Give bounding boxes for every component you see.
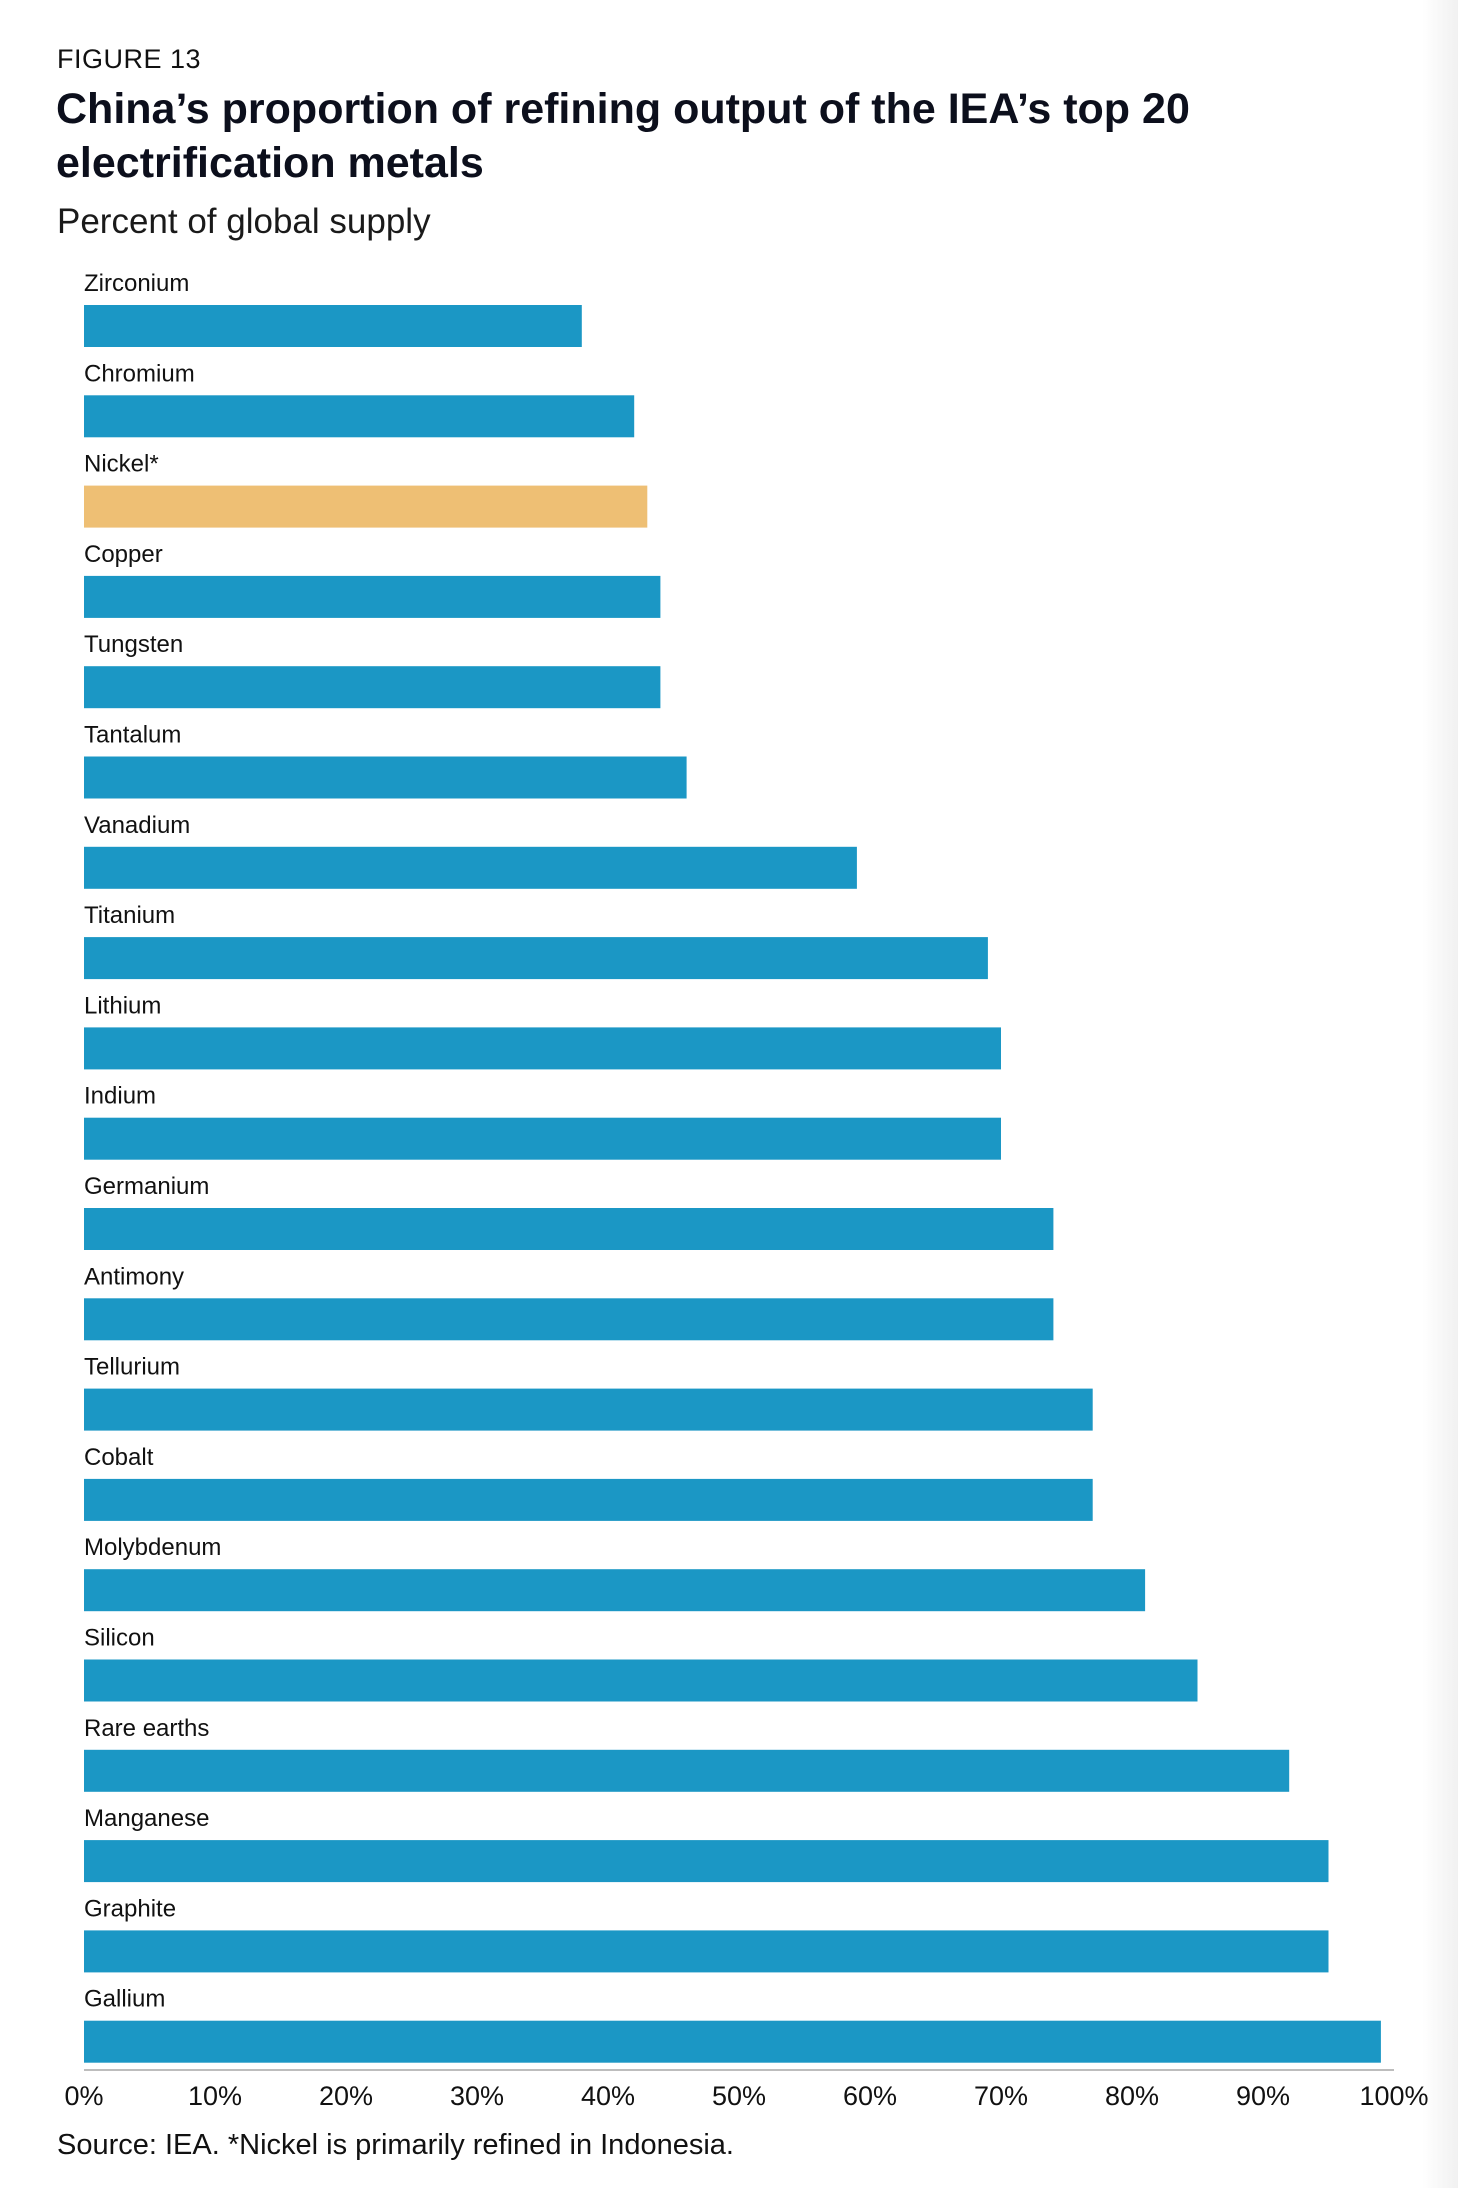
- bar-zirconium: [84, 305, 582, 347]
- category-label-manganese: Manganese: [84, 1805, 209, 1832]
- category-label-nickel: Nickel*: [84, 451, 159, 478]
- bar-germanium: [84, 1208, 1054, 1250]
- category-label-cobalt: Cobalt: [84, 1444, 154, 1471]
- category-label-tantalum: Tantalum: [84, 722, 181, 749]
- category-label-vanadium: Vanadium: [84, 812, 190, 839]
- chart-subtitle: Percent of global supply: [57, 202, 431, 241]
- x-tick-label-50: 50%: [712, 2081, 766, 2111]
- category-label-tellurium: Tellurium: [84, 1354, 180, 1381]
- bar-manganese: [84, 1840, 1329, 1883]
- bar-tellurium: [84, 1388, 1093, 1431]
- x-tick-label-80: 80%: [1105, 2081, 1159, 2111]
- x-tick-label-70: 70%: [974, 2081, 1028, 2111]
- bar-lithium: [84, 1027, 1001, 1070]
- chart-title: China’s proportion of refining output of…: [56, 85, 1190, 187]
- bar-indium: [84, 1117, 1001, 1160]
- x-tick-label-20: 20%: [319, 2081, 373, 2111]
- category-label-antimony: Antimony: [84, 1263, 184, 1290]
- x-tick-label-90: 90%: [1236, 2081, 1290, 2111]
- x-tick-label-60: 60%: [843, 2081, 897, 2111]
- bar-silicon: [84, 1659, 1198, 1702]
- x-tick-label-100: 100%: [1359, 2081, 1428, 2111]
- category-label-germanium: Germanium: [84, 1173, 209, 1200]
- bar-graphite: [84, 1930, 1329, 1973]
- category-label-graphite: Graphite: [84, 1895, 176, 1922]
- category-label-lithium: Lithium: [84, 992, 161, 1019]
- category-label-silicon: Silicon: [84, 1625, 155, 1652]
- category-label-rare-earths: Rare earths: [84, 1715, 209, 1742]
- bar-chromium: [84, 395, 635, 438]
- x-tick-label-40: 40%: [581, 2081, 635, 2111]
- category-label-gallium: Gallium: [84, 1986, 165, 2013]
- bar-titanium: [84, 937, 988, 980]
- x-tick-label-0: 0%: [64, 2081, 103, 2111]
- bar-rare-earths: [84, 1749, 1290, 1792]
- bar-copper: [84, 575, 661, 618]
- bar-molybdenum: [84, 1569, 1146, 1612]
- category-label-tungsten: Tungsten: [84, 631, 183, 658]
- bar-vanadium: [84, 846, 857, 889]
- category-label-copper: Copper: [84, 541, 163, 568]
- x-tick-label-30: 30%: [450, 2081, 504, 2111]
- category-label-zirconium: Zirconium: [84, 270, 189, 297]
- x-tick-label-10: 10%: [188, 2081, 242, 2111]
- bar-cobalt: [84, 1478, 1093, 1521]
- figure-label: FIGURE 13: [57, 44, 202, 74]
- bar-gallium: [84, 2020, 1381, 2063]
- bar-tantalum: [84, 756, 687, 799]
- bar-nickel: [84, 485, 648, 528]
- source-note: Source: IEA. *Nickel is primarily refine…: [57, 2129, 734, 2161]
- bar-antimony: [84, 1298, 1054, 1341]
- category-label-chromium: Chromium: [84, 360, 195, 387]
- category-label-titanium: Titanium: [84, 902, 175, 929]
- page-edge-shadow: [1422, 0, 1458, 2188]
- category-label-indium: Indium: [84, 1083, 156, 1110]
- category-label-molybdenum: Molybdenum: [84, 1534, 221, 1561]
- bar-tungsten: [84, 666, 661, 709]
